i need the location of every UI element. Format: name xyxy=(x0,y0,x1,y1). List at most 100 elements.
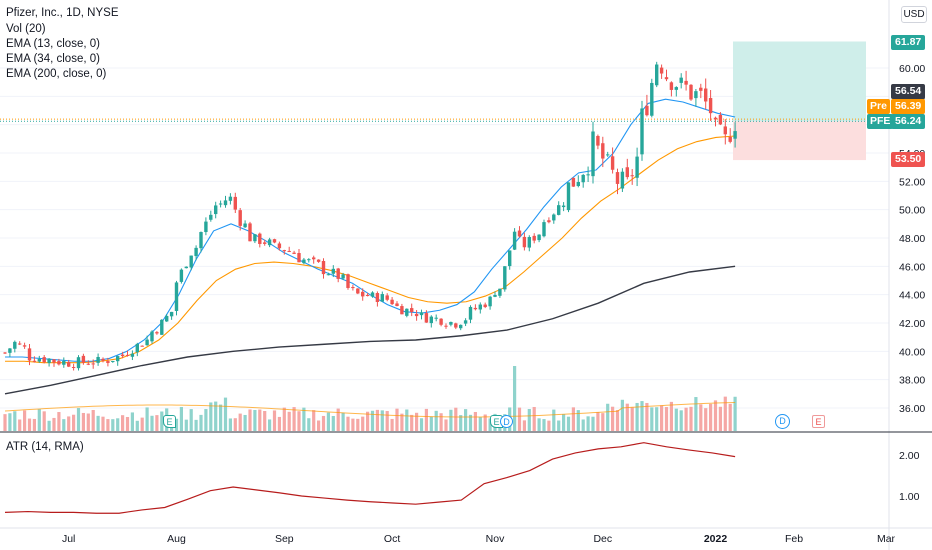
volume-bar xyxy=(47,420,51,431)
candle-body xyxy=(527,237,531,248)
time-tick-label: Dec xyxy=(593,533,612,545)
volume-bar xyxy=(356,418,360,431)
candle-body xyxy=(165,315,169,322)
volume-bar xyxy=(302,407,306,431)
candle-body xyxy=(542,222,546,237)
volume-bar xyxy=(713,400,718,431)
volume-bar xyxy=(449,409,453,431)
volume-bar xyxy=(650,407,654,431)
candle-body xyxy=(449,321,453,325)
candle-body xyxy=(610,156,615,170)
dividend-icon[interactable]: D xyxy=(500,415,513,428)
price-axis: 36.00 38.00 40.00 42.00 44.00 46.00 48.00 50.00… xyxy=(899,63,925,503)
candle-body xyxy=(81,355,86,363)
candle-body xyxy=(116,356,120,362)
volume-bar xyxy=(709,403,713,431)
volume-bar xyxy=(454,407,458,431)
volume-bar xyxy=(331,416,335,431)
symbol-label: PFE xyxy=(867,114,894,129)
candle-body xyxy=(370,292,375,297)
candle-body xyxy=(8,348,12,353)
dividend-icon[interactable]: D xyxy=(775,414,790,429)
volume-bar xyxy=(282,407,286,431)
candle-body xyxy=(297,253,301,263)
volume-bar xyxy=(733,396,737,431)
volume-bar xyxy=(101,416,105,431)
candle-body xyxy=(674,87,678,90)
candle-body xyxy=(321,260,326,275)
candle-body xyxy=(488,296,492,307)
volume-bar xyxy=(27,418,32,431)
volume-bar xyxy=(405,409,409,431)
volume-bar xyxy=(517,407,522,431)
candles xyxy=(3,61,737,371)
volume-bar xyxy=(596,412,600,431)
candle-body xyxy=(62,360,66,365)
price-tick-label: 48.00 xyxy=(899,233,925,245)
candle-body xyxy=(537,234,541,241)
earnings-icon[interactable]: E xyxy=(163,415,176,428)
volume-bar xyxy=(380,410,384,431)
target-zone xyxy=(733,41,866,122)
price-tick-label: 46.00 xyxy=(899,261,925,273)
volume-bar xyxy=(444,419,448,431)
candle-body xyxy=(410,308,414,312)
candle-body xyxy=(508,250,512,267)
volume-bar xyxy=(184,419,188,431)
volume-bar xyxy=(468,414,473,431)
volume-bar xyxy=(669,401,673,431)
candle-body xyxy=(155,332,159,334)
time-tick-label: Mar xyxy=(877,533,896,545)
atr-line xyxy=(4,442,736,514)
volume-bar xyxy=(3,414,7,431)
candle-body xyxy=(498,288,502,296)
volume-bar xyxy=(258,409,262,431)
volume-bar xyxy=(375,409,379,431)
volume-bar xyxy=(390,418,394,431)
candle-body xyxy=(473,307,478,310)
volume-bar xyxy=(513,366,517,431)
candle-body xyxy=(71,366,76,368)
candle-body xyxy=(454,323,458,328)
candle-body xyxy=(601,143,605,159)
candle-body xyxy=(361,291,365,297)
candle-body xyxy=(145,339,149,346)
candle-body xyxy=(76,357,81,369)
candle-body xyxy=(18,343,22,345)
volume-bar xyxy=(586,416,590,431)
currency-button[interactable]: USD xyxy=(901,6,927,23)
volume-bar xyxy=(135,420,139,431)
candle-body xyxy=(733,131,737,139)
time-tick-label: Oct xyxy=(384,533,400,545)
candle-body xyxy=(689,84,693,100)
legend-ema200: EMA (200, close, 0) xyxy=(6,68,107,80)
candle-body xyxy=(140,345,144,347)
candle-body xyxy=(503,266,507,290)
candle-body xyxy=(522,236,527,248)
volume-bar xyxy=(23,410,27,431)
volume-bar xyxy=(248,409,252,431)
candle-body xyxy=(204,221,208,233)
volume-bar xyxy=(429,416,433,431)
volume-bar xyxy=(321,415,326,431)
candle-body xyxy=(356,288,360,294)
volume-bar xyxy=(272,410,277,431)
volume-ma-line xyxy=(4,401,736,418)
volume-bar xyxy=(620,399,624,431)
candle-body xyxy=(385,295,389,300)
candle-body xyxy=(684,80,688,85)
candle-body xyxy=(459,324,463,329)
volume-bar xyxy=(660,405,664,431)
pre-market-tag: 56.39 xyxy=(891,99,926,114)
candle-body xyxy=(591,131,595,177)
candle-body xyxy=(581,174,585,183)
earnings-icon[interactable]: E xyxy=(812,415,825,428)
candle-body xyxy=(561,205,566,208)
candle-body xyxy=(292,252,296,254)
volume-bar xyxy=(601,413,605,431)
candle-body xyxy=(91,363,95,365)
candle-body xyxy=(258,233,262,244)
price-tick-label: 40.00 xyxy=(899,346,925,358)
volume-bar xyxy=(199,414,203,431)
